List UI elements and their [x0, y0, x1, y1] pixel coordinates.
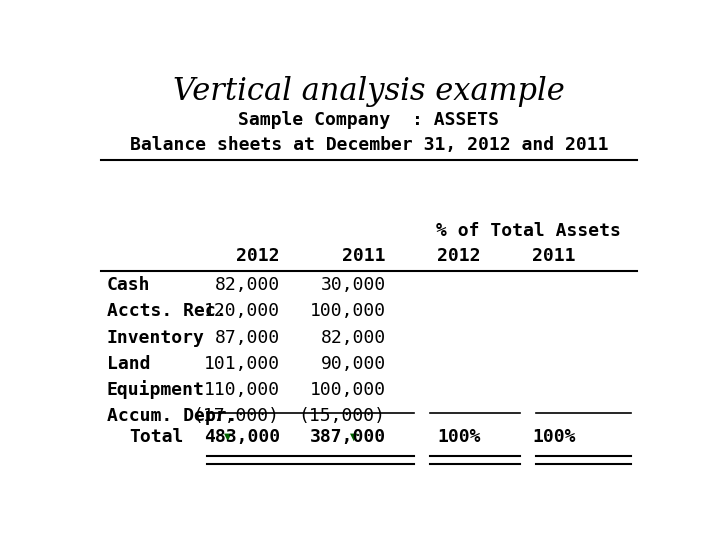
Text: Equipment: Equipment — [107, 381, 204, 400]
Text: Accum. Depr.: Accum. Depr. — [107, 407, 238, 425]
Text: 87,000: 87,000 — [215, 328, 280, 347]
Text: % of Total Assets: % of Total Assets — [436, 222, 621, 240]
Text: 101,000: 101,000 — [204, 355, 280, 373]
Text: 90,000: 90,000 — [320, 355, 386, 373]
Text: (17,000): (17,000) — [193, 407, 280, 425]
Text: 82,000: 82,000 — [215, 276, 280, 294]
Text: 100,000: 100,000 — [310, 302, 386, 320]
Text: 2012: 2012 — [236, 247, 280, 265]
Text: Inventory: Inventory — [107, 328, 204, 347]
Text: Balance sheets at December 31, 2012 and 2011: Balance sheets at December 31, 2012 and … — [130, 136, 608, 154]
Text: Total: Total — [129, 428, 184, 446]
Text: 387,000: 387,000 — [310, 428, 386, 446]
Text: 2011: 2011 — [532, 247, 575, 265]
Text: 110,000: 110,000 — [204, 381, 280, 399]
Text: 30,000: 30,000 — [320, 276, 386, 294]
Text: (15,000): (15,000) — [299, 407, 386, 425]
Text: ▼: ▼ — [349, 432, 357, 442]
Text: 120,000: 120,000 — [204, 302, 280, 320]
Text: Sample Company  : ASSETS: Sample Company : ASSETS — [238, 111, 500, 129]
Text: 2011: 2011 — [342, 247, 386, 265]
Text: ▼: ▼ — [224, 432, 231, 442]
Text: Cash: Cash — [107, 276, 150, 294]
Text: 100%: 100% — [437, 428, 481, 446]
Text: 2012: 2012 — [437, 247, 481, 265]
Text: 100,000: 100,000 — [310, 381, 386, 399]
Text: Land: Land — [107, 355, 150, 373]
Text: 100%: 100% — [532, 428, 575, 446]
Text: 483,000: 483,000 — [204, 428, 280, 446]
Text: 82,000: 82,000 — [320, 328, 386, 347]
Text: Vertical analysis example: Vertical analysis example — [173, 76, 565, 107]
Text: Accts. Rec.: Accts. Rec. — [107, 302, 226, 320]
